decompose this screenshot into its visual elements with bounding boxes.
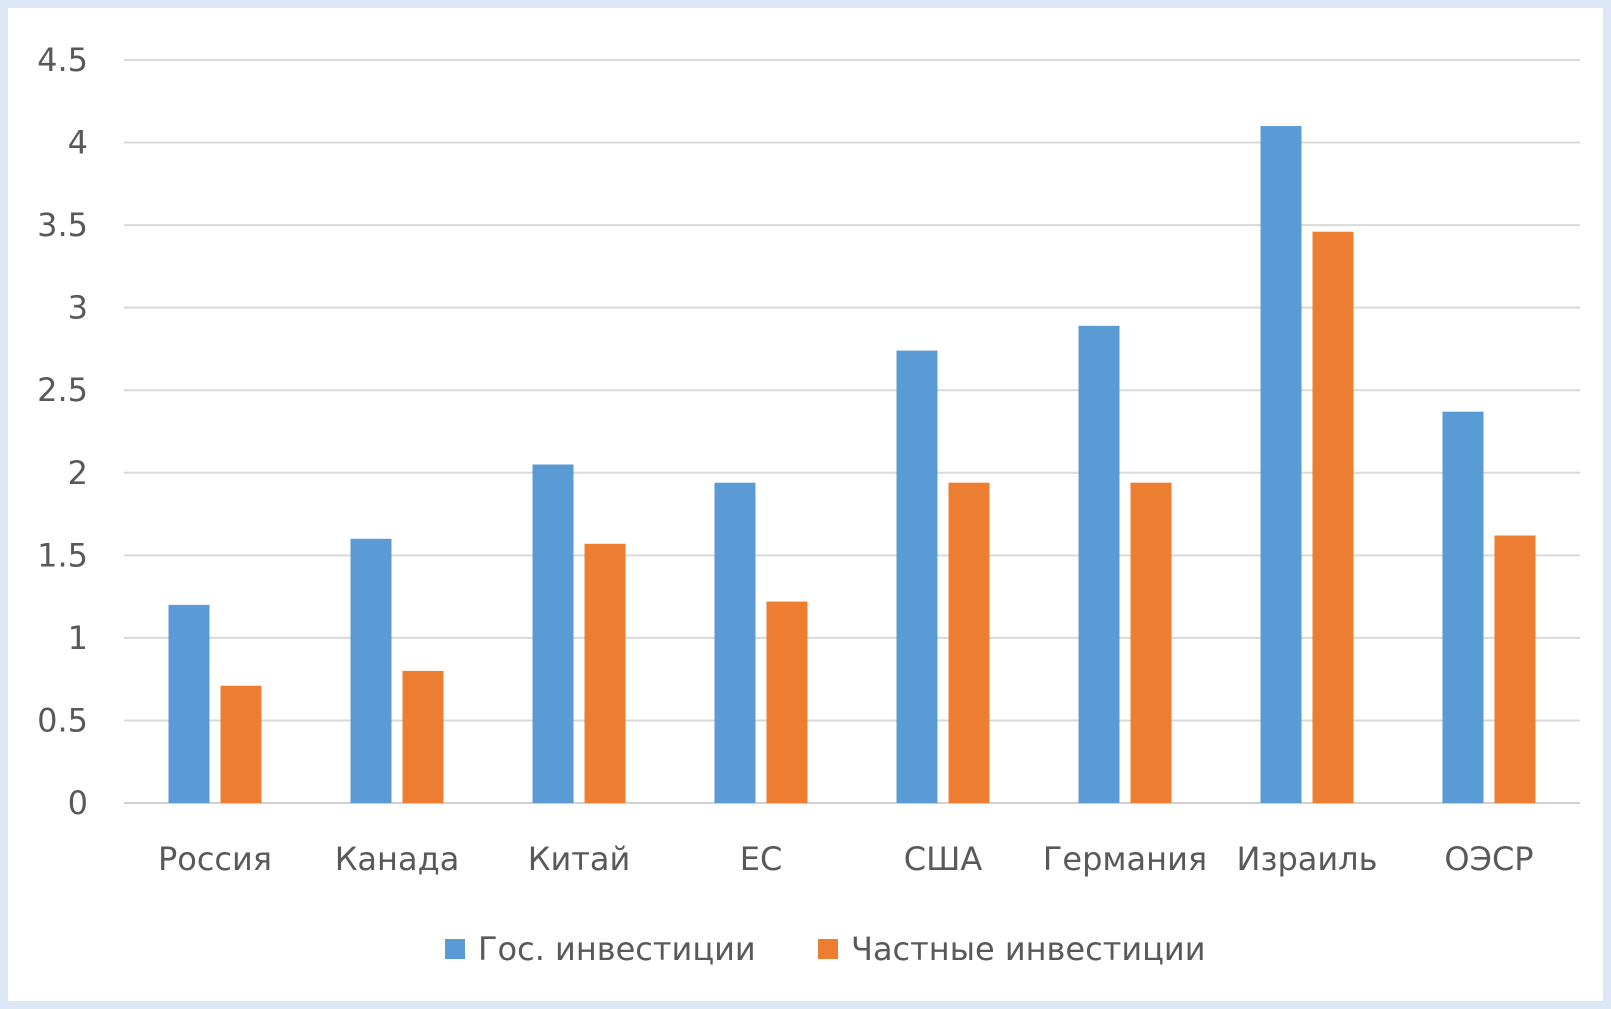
bar-private-3 — [766, 601, 808, 803]
y-tick-label: 3 — [68, 289, 88, 327]
x-category-label: Германия — [1043, 840, 1207, 878]
y-tick-label: 0 — [68, 784, 88, 822]
bar-gov-1 — [350, 538, 392, 803]
bar-gov-4 — [896, 350, 938, 803]
bar-gov-0 — [168, 604, 210, 803]
bar-private-1 — [402, 670, 444, 803]
legend-label: Частные инвестиции — [851, 930, 1206, 968]
x-category-label: ОЭСР — [1444, 840, 1533, 878]
legend-label: Гос. инвестиции — [478, 930, 756, 968]
bar-private-5 — [1130, 482, 1172, 803]
y-tick-label: 2 — [68, 454, 88, 492]
legend: Гос. инвестиции Частные инвестиции — [445, 930, 1206, 968]
y-tick-label: 1.5 — [37, 536, 88, 574]
gridlines — [124, 59, 1580, 804]
bar-gov-2 — [532, 464, 574, 803]
x-axis-category-labels: Россия Канада Китай ЕС США Германия Израиль ОЭС… — [158, 840, 1534, 878]
y-tick-label: 0.5 — [37, 701, 88, 739]
x-category-label: США — [904, 840, 983, 878]
y-axis-tick-labels: 0 0.5 1 1.5 2 2.5 3 3.5 4 4.5 — [37, 41, 88, 822]
x-category-label: Россия — [158, 840, 272, 878]
x-category-label: ЕС — [740, 840, 783, 878]
bar-private-4 — [948, 482, 990, 803]
bar-private-6 — [1312, 231, 1354, 803]
y-tick-label: 2.5 — [37, 371, 88, 409]
x-category-label: Израиль — [1237, 840, 1378, 878]
legend-swatch — [818, 939, 838, 959]
bar-private-2 — [584, 543, 626, 803]
x-category-label: Канада — [335, 840, 460, 878]
legend-swatch — [445, 939, 465, 959]
bar-private-7 — [1494, 535, 1536, 803]
bar-gov-7 — [1442, 411, 1484, 803]
bar-gov-6 — [1260, 126, 1302, 804]
bar-private-0 — [220, 685, 262, 803]
y-tick-label: 1 — [68, 619, 88, 657]
bar-gov-3 — [714, 482, 756, 803]
y-tick-label: 3.5 — [37, 206, 88, 244]
bars — [168, 126, 1536, 804]
y-tick-label: 4 — [68, 124, 88, 162]
y-tick-label: 4.5 — [37, 41, 88, 79]
x-category-label: Китай — [528, 840, 631, 878]
bar-gov-5 — [1078, 325, 1120, 803]
